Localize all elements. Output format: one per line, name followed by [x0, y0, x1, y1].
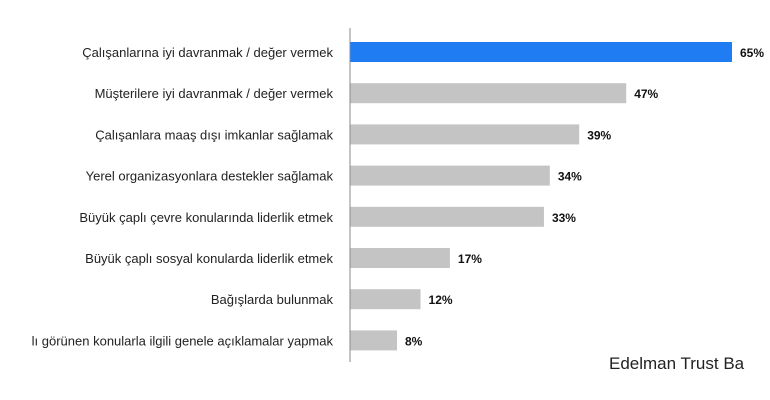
bar-3: [350, 124, 580, 145]
category-label-8: lı görünen konularla ilgili genele açıkl…: [32, 333, 334, 348]
category-label-4: Yerel organizasyonlara destekler sağlama…: [86, 169, 334, 184]
category-label-1: Çalışanlarına iyi davranmak / değer verm…: [82, 45, 333, 60]
category-label-5: Büyük çaplı çevre konularında liderlik e…: [79, 210, 333, 225]
bar-2: [350, 83, 627, 104]
bar-4: [350, 165, 550, 186]
bar-1: [350, 42, 732, 62]
value-label-4: 34%: [558, 170, 582, 184]
bar-7: [350, 289, 421, 310]
value-label-7: 12%: [429, 293, 453, 307]
source-credit: Edelman Trust Ba: [609, 354, 745, 373]
value-label-1: 65%: [740, 46, 764, 60]
category-label-7: Bağışlarda bulunmak: [211, 292, 334, 307]
value-label-5: 33%: [552, 211, 576, 225]
category-label-2: Müşterilere iyi davranmak / değer vermek: [95, 86, 334, 101]
bar-5: [350, 206, 544, 227]
bar-6: [350, 248, 450, 268]
bar-8: [350, 330, 398, 351]
value-label-3: 39%: [587, 128, 611, 142]
value-label-6: 17%: [458, 252, 482, 266]
value-label-8: 8%: [405, 334, 423, 348]
value-label-2: 47%: [634, 87, 658, 101]
category-label-3: Çalışanlara maaş dışı imkanlar sağlamak: [95, 127, 333, 142]
category-label-6: Büyük çaplı sosyal konularda liderlik et…: [85, 251, 333, 266]
